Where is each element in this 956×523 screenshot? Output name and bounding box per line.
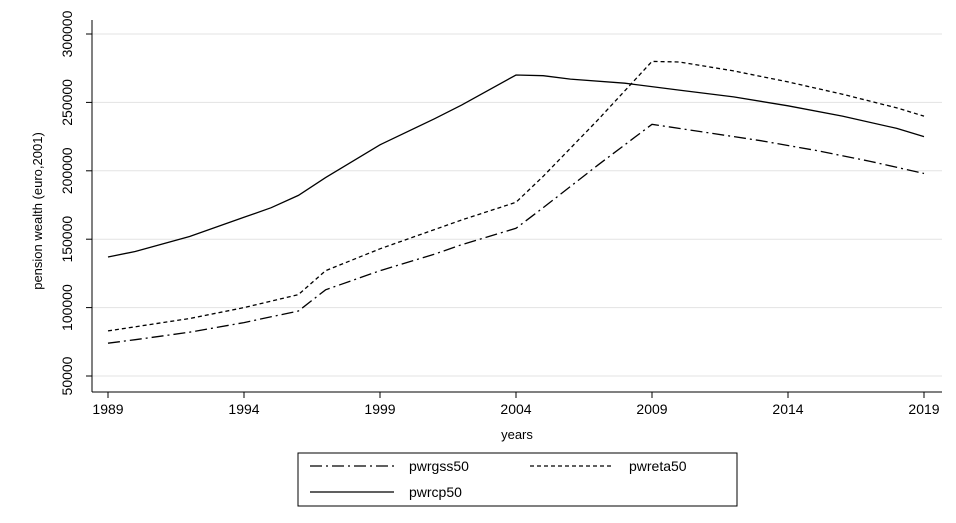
series-line-pwrcp50	[107, 74, 925, 258]
x-tick-label: 2019	[908, 401, 939, 417]
y-tick-label: 150000	[59, 216, 75, 263]
x-tick-label: 2004	[500, 401, 531, 417]
grid-lines	[92, 33, 942, 377]
x-tick-label: 2014	[772, 401, 803, 417]
legend-label-pwrgss50: pwrgss50	[409, 458, 469, 474]
y-axis-title: pension wealth (euro,2001)	[30, 132, 45, 290]
series-line-pwrgss50	[107, 123, 925, 344]
series-line-pwreta50	[107, 60, 925, 332]
series-lines	[107, 60, 925, 344]
x-axis-title: years	[501, 427, 533, 442]
y-tick-label: 300000	[59, 10, 75, 57]
legend: pwrgss50 pwreta50 pwrcp50	[297, 452, 738, 507]
x-tick-label: 1994	[228, 401, 259, 417]
y-tick-label: 100000	[59, 284, 75, 331]
y-tick-label: 250000	[59, 79, 75, 126]
x-tick-label: 2009	[636, 401, 667, 417]
x-tick-label: 1989	[92, 401, 123, 417]
x-tick-label: 1999	[364, 401, 395, 417]
y-tick-label: 50000	[59, 356, 75, 395]
y-tick-label: 200000	[59, 147, 75, 194]
y-axis-ticks: 50000 100000 150000 200000 250000 300000	[59, 10, 92, 395]
legend-box	[297, 452, 738, 507]
legend-label-pwreta50: pwreta50	[629, 458, 687, 474]
x-axis-ticks: 1989 1994 1999 2004 2009 2014 2019	[92, 392, 940, 417]
legend-label-pwrcp50: pwrcp50	[409, 484, 462, 500]
